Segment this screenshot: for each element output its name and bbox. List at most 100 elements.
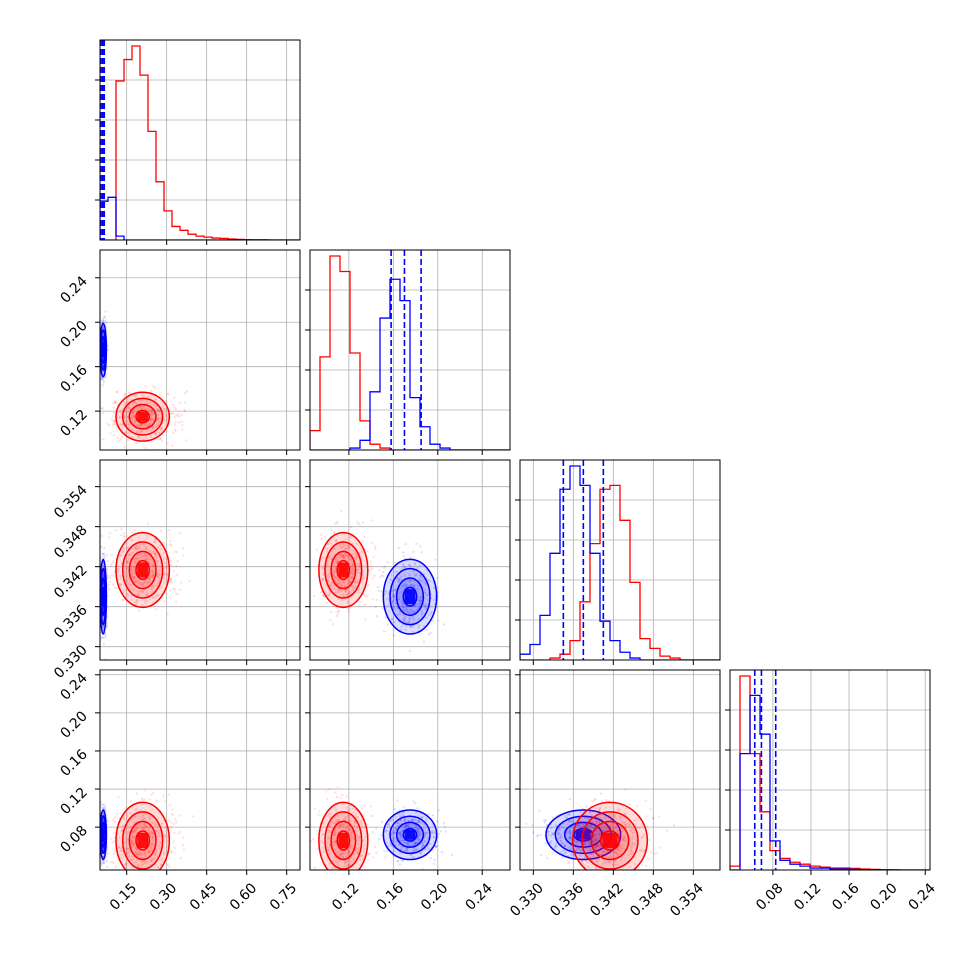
scatter-point (338, 545, 342, 548)
scatter-point (395, 576, 399, 580)
scatter-point (333, 833, 337, 836)
scatter-point (411, 856, 414, 859)
scatter-point (595, 857, 598, 861)
scatter-point (432, 836, 435, 839)
scatter-point (589, 815, 593, 818)
scatter-point (597, 859, 600, 862)
scatter-point (352, 859, 355, 863)
scatter-point (183, 410, 187, 413)
scatter-point (615, 829, 619, 832)
scatter-point (148, 401, 151, 405)
scatter-point (593, 846, 597, 849)
scatter-point (149, 874, 151, 876)
scatter-point (408, 649, 412, 653)
scatter-point (597, 841, 600, 844)
scatter-point (394, 815, 397, 819)
scatter-point (402, 562, 405, 566)
scatter-point (346, 555, 349, 558)
scatter-point (132, 411, 135, 415)
scatter-point (101, 327, 105, 330)
scatter-point (163, 834, 167, 837)
scatter-point (110, 418, 114, 421)
scatter-point (139, 423, 143, 427)
scatter-point (357, 522, 361, 526)
scatter-point (425, 593, 428, 597)
scatter-point (633, 819, 636, 822)
scatter-point (591, 810, 595, 813)
scatter-point (138, 850, 141, 853)
scatter-point (440, 850, 443, 854)
scatter-point (563, 844, 567, 848)
scatter-point (630, 849, 633, 852)
scatter-point (568, 828, 571, 831)
scatter-point (173, 846, 176, 850)
scatter-point (627, 853, 630, 857)
scatter-point (136, 557, 139, 561)
scatter-point (152, 419, 155, 422)
scatter-point (434, 594, 437, 598)
scatter-point (177, 421, 181, 424)
scatter-point (340, 589, 343, 593)
scatter-point (170, 851, 174, 854)
scatter-point (333, 840, 337, 843)
scatter-point (359, 855, 363, 858)
scatter-point (345, 864, 348, 868)
scatter-point (176, 414, 179, 418)
scatter-point (145, 436, 148, 440)
scatter-point (126, 535, 129, 538)
scatter-point (364, 842, 367, 846)
scatter-point (588, 833, 591, 837)
scatter-point (328, 852, 332, 856)
scatter-point (102, 565, 106, 568)
scatter-point (403, 583, 407, 586)
scatter-point (128, 557, 131, 560)
scatter-point (90, 819, 92, 821)
scatter-point (333, 822, 337, 825)
scatter-point (144, 851, 147, 854)
scatter-point (544, 818, 548, 822)
panel-frame (309, 249, 511, 451)
scatter-point (587, 826, 591, 829)
scatter-point (358, 565, 362, 568)
scatter-point (150, 888, 152, 890)
panel-frame (99, 669, 301, 871)
scatter-point (133, 830, 136, 833)
scatter-point (351, 562, 355, 566)
scatter-point (103, 547, 106, 550)
scatter-point (133, 557, 136, 561)
scatter-point (120, 599, 124, 602)
scatter-point (406, 843, 409, 847)
scatter-point (112, 831, 116, 834)
scatter-point (143, 859, 147, 863)
scatter-point (101, 411, 105, 415)
scatter-point (567, 819, 571, 822)
scatter-point (353, 852, 356, 856)
scatter-point (141, 554, 144, 558)
scatter-point (583, 842, 586, 846)
scatter-point (418, 599, 422, 602)
scatter-point (583, 816, 586, 820)
scatter-point (399, 845, 403, 848)
scatter-point (144, 423, 147, 426)
scatter-point (325, 797, 329, 800)
scatter-point (135, 431, 139, 434)
scatter-point (338, 852, 342, 856)
panel-content (100, 522, 191, 660)
scatter-point (419, 579, 422, 582)
scatter-point (344, 585, 347, 588)
scatter-point (536, 833, 540, 837)
scatter-point (151, 596, 155, 600)
scatter-point (334, 848, 337, 851)
scatter-point (148, 408, 151, 412)
scatter-point (557, 828, 560, 832)
scatter-point (351, 847, 354, 850)
scatter-point (371, 830, 374, 834)
scatter-point (155, 608, 158, 611)
scatter-point (173, 406, 176, 409)
scatter-point (416, 827, 420, 830)
scatter-point (132, 578, 135, 581)
scatter-point (110, 553, 113, 557)
scatter-point (417, 577, 421, 580)
scatter-point (355, 580, 359, 584)
scatter-point (129, 583, 132, 587)
